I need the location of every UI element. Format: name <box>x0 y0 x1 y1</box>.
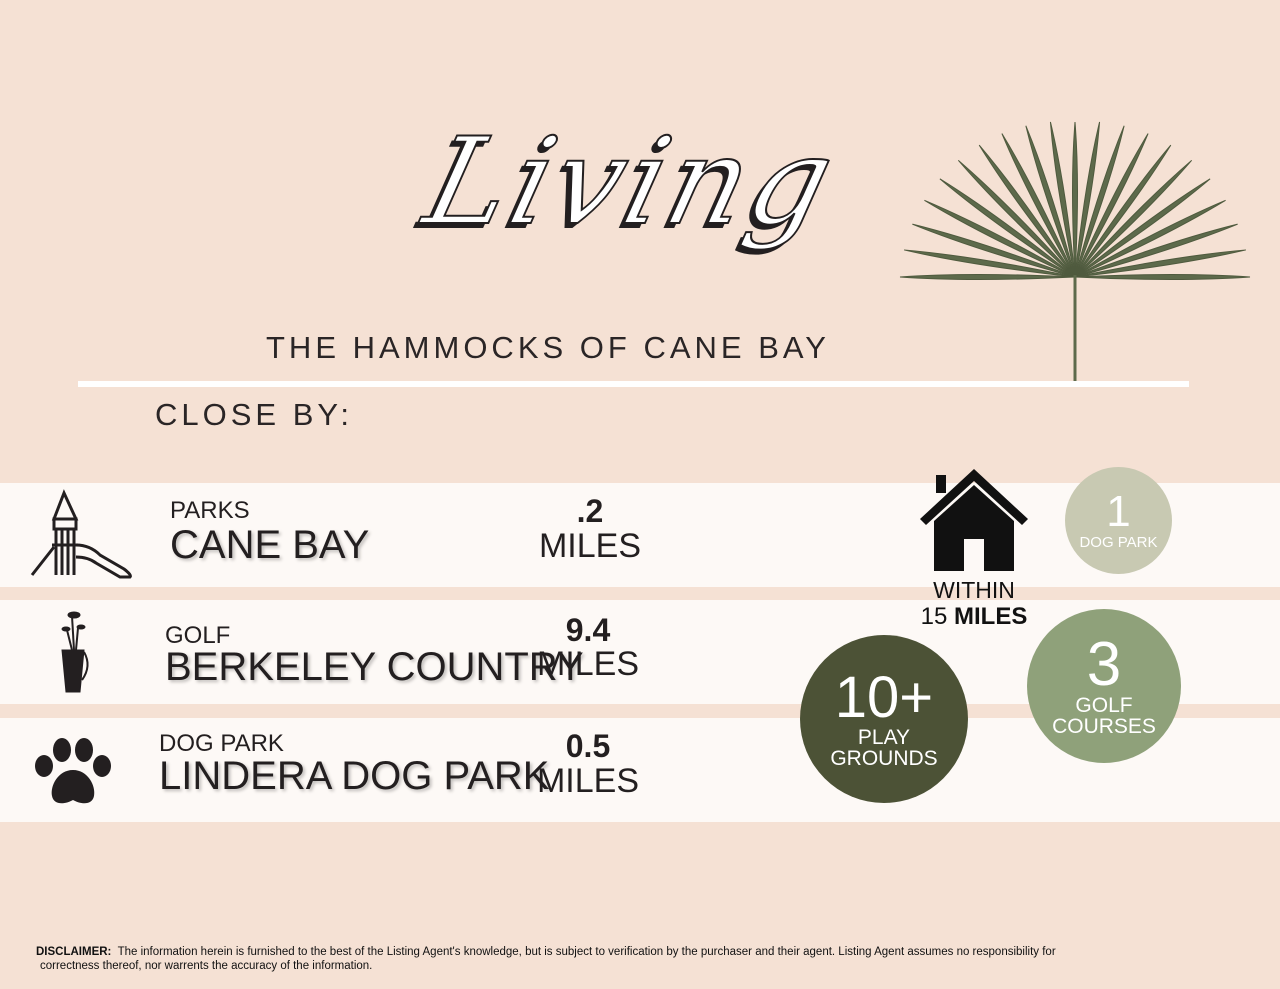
stat-number: 1 <box>1106 487 1131 536</box>
row-place-name: CANE BAY <box>170 523 370 567</box>
stat-label: COURSES <box>1052 715 1156 738</box>
disclaimer-text: correctness thereof, nor warrents the ac… <box>40 959 373 972</box>
stat-golf-courses: 3 GOLF COURSES <box>1027 609 1181 763</box>
row-category: DOG PARK <box>159 730 284 757</box>
palm-frond <box>1001 133 1076 278</box>
palm-frond <box>1074 159 1193 278</box>
palm-frond <box>1074 121 1101 278</box>
row-category: GOLF <box>165 622 231 649</box>
palm-frond <box>939 178 1076 278</box>
stat-playgrounds: 10+ PLAY GROUNDS <box>800 635 968 803</box>
stat-dog-parks: 1 DOG PARK <box>1065 467 1172 574</box>
row-category: PARKS <box>170 497 250 524</box>
script-title: Living <box>412 112 851 253</box>
palm-frond <box>1072 121 1078 278</box>
palm-frond <box>1074 249 1246 278</box>
palm-frond <box>904 249 1076 278</box>
palm-leaf-icon <box>899 121 1251 383</box>
palm-frond <box>1074 223 1238 278</box>
row-distance-unit: MILES <box>536 762 640 800</box>
stat-number: 3 <box>1086 630 1122 699</box>
row-distance: 0.5 <box>565 728 611 764</box>
palm-frond <box>912 223 1076 278</box>
stat-label: DOG PARK <box>1079 534 1158 551</box>
palm-frond <box>1074 274 1251 280</box>
palm-frond <box>924 199 1076 278</box>
row-distance: .2 <box>576 493 604 529</box>
palm-frond <box>978 144 1076 278</box>
disclaimer: DISCLAIMER: The information herein is fu… <box>36 946 1236 973</box>
palm-frond <box>1074 178 1211 278</box>
row-distance-unit: MILES <box>538 527 642 565</box>
palm-frond <box>1074 133 1149 278</box>
stat-label: GROUNDS <box>830 747 938 770</box>
palm-frond <box>1049 121 1076 278</box>
row-distance: 9.4 <box>565 612 611 648</box>
house-icon <box>920 469 1028 571</box>
playground-slide-icon <box>30 489 132 579</box>
palm-frond <box>1074 125 1125 278</box>
golf-bag-icon <box>61 611 89 693</box>
within-distance: 15 MILES <box>900 603 1048 631</box>
row-distance-unit: MILES <box>536 645 640 683</box>
divider-line <box>78 381 1189 387</box>
section-label: CLOSE BY: <box>155 397 353 432</box>
disclaimer-label: DISCLAIMER: <box>36 946 112 958</box>
within-label: WITHIN <box>933 577 1015 603</box>
paw-print-icon <box>35 738 111 804</box>
palm-frond <box>957 159 1076 278</box>
palm-frond <box>1025 125 1076 278</box>
within-number: 15 <box>920 603 948 630</box>
palm-frond <box>1074 144 1172 278</box>
community-subtitle: THE HAMMOCKS OF CANE BAY <box>266 330 830 365</box>
stat-label: PLAY <box>857 726 911 749</box>
stat-label: GOLF <box>1075 694 1133 717</box>
row-place-name: BERKELEY COUNTRY <box>165 645 584 689</box>
palm-frond <box>1074 199 1226 278</box>
within-unit: MILES <box>954 603 1028 630</box>
stat-number: 10+ <box>834 665 934 730</box>
disclaimer-text: The information herein is furnished to t… <box>117 946 1056 958</box>
palm-frond <box>899 274 1076 280</box>
row-place-name: LINDERA DOG PARK <box>159 754 550 798</box>
